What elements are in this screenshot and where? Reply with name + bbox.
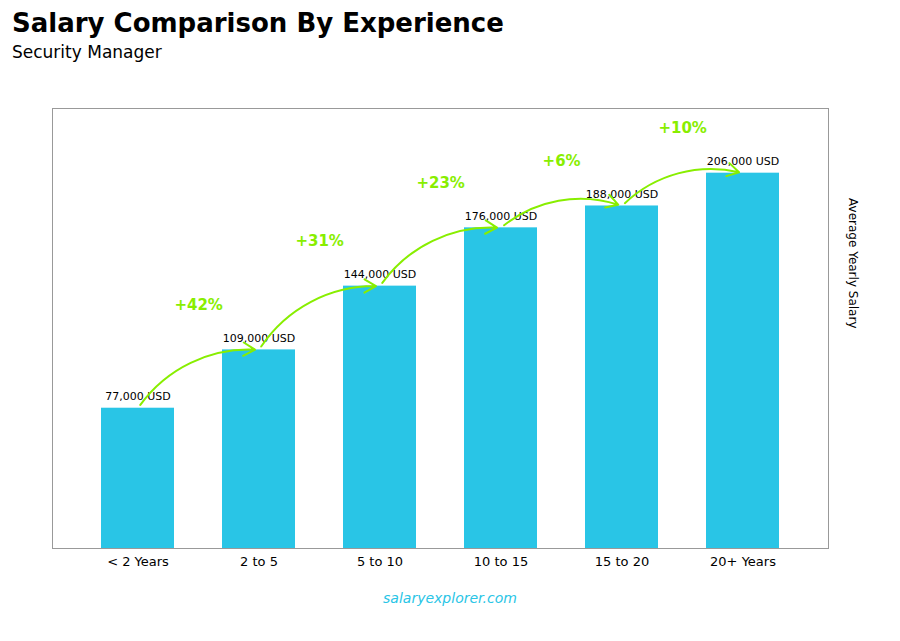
svg-text:109,000 USD: 109,000 USD	[223, 332, 296, 345]
svg-text:10 to 15: 10 to 15	[474, 554, 528, 569]
svg-text:15 to 20: 15 to 20	[595, 554, 649, 569]
svg-text:77,000 USD: 77,000 USD	[105, 390, 171, 403]
svg-text:176,000 USD: 176,000 USD	[464, 209, 538, 223]
svg-text:2 to 5: 2 to 5	[240, 554, 278, 569]
svg-text:+10%: +10%	[658, 119, 706, 137]
svg-text:188,000 USD: 188,000 USD	[585, 188, 659, 201]
html-text:Salary Comparison By Experienc: Salary Comparison By Experience	[12, 8, 504, 38]
svg-text:206,000 USD: 206,000 USD	[707, 155, 780, 168]
svg-text:Average Yearly Salary: Average Yearly Salary	[846, 198, 860, 328]
html-text:salaryexplorer.com: salaryexplorer.com	[383, 590, 517, 606]
svg-text:20+ Years: 20+ Years	[710, 554, 776, 569]
svg-text:5 to 10: 5 to 10	[357, 554, 403, 569]
svg-text:< 2 Years: < 2 Years	[107, 554, 169, 569]
svg-text:144,000 USD: 144,000 USD	[344, 268, 417, 281]
svg-text:+6%: +6%	[543, 152, 581, 170]
svg-text:+31%: +31%	[295, 232, 343, 250]
svg-text:+42%: +42%	[174, 296, 222, 314]
html-text:Security Manager: Security Manager	[12, 42, 162, 62]
svg-text:+23%: +23%	[416, 174, 464, 192]
